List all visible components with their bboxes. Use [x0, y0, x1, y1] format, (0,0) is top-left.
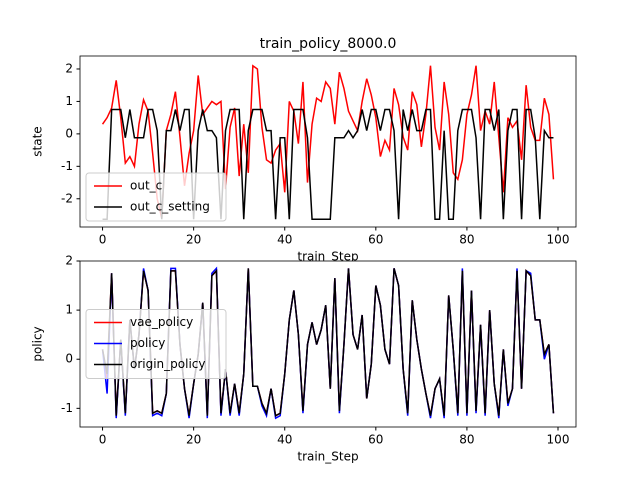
series-line [101, 64, 555, 219]
x-tick-label: 60 [368, 433, 383, 447]
chart-title: train_policy_8000.0 [260, 36, 397, 52]
x-tick-label: 80 [459, 233, 474, 247]
x-axis-label: train_Step [297, 450, 358, 464]
series-line [101, 268, 555, 417]
x-tick-label: 0 [99, 433, 107, 447]
y-tick-label: 1 [65, 94, 73, 108]
y-tick-label: -1 [61, 401, 73, 415]
y-tick-label: -1 [61, 159, 73, 173]
axes-frame [79, 260, 577, 428]
x-tick-label: 60 [368, 233, 383, 247]
y-axis-label: state [31, 126, 45, 156]
y-tick-label: 2 [65, 254, 73, 268]
y-tick-label: -2 [61, 191, 73, 205]
legend-label: out_c [130, 179, 162, 193]
axes-frame [79, 55, 577, 228]
legend-box [85, 172, 227, 222]
x-tick-label: 40 [277, 233, 292, 247]
legend-label: vae_policy [130, 315, 193, 329]
y-tick-label: 1 [65, 303, 73, 317]
x-axis-label: train_Step [297, 250, 358, 264]
legend-label: out_c_setting [130, 200, 210, 214]
x-tick-label: 40 [277, 433, 292, 447]
x-tick-label: 100 [547, 233, 570, 247]
legend-label: policy [130, 336, 165, 350]
y-tick-label: 0 [65, 126, 73, 140]
x-tick-label: 100 [547, 433, 570, 447]
x-tick-label: 20 [186, 233, 201, 247]
y-tick-label: 0 [65, 352, 73, 366]
legend-label: origin_policy [130, 357, 206, 371]
x-tick-label: 80 [459, 433, 474, 447]
series-line [102, 108, 554, 220]
x-tick-label: 20 [186, 433, 201, 447]
y-axis-label: policy [31, 326, 45, 361]
y-tick-label: 2 [65, 61, 73, 75]
legend-box [85, 309, 227, 379]
x-tick-label: 0 [99, 233, 107, 247]
